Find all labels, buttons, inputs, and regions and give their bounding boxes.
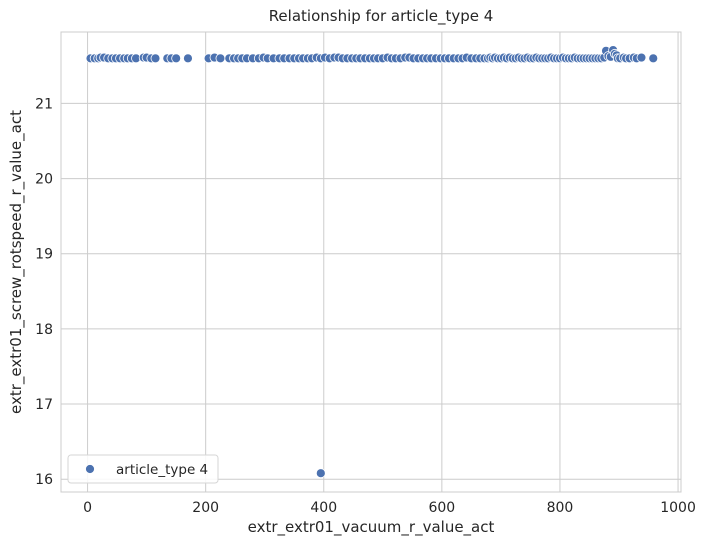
data-point <box>315 468 326 479</box>
x-tick-label: 400 <box>310 500 337 516</box>
x-tick-label: 1000 <box>660 500 696 516</box>
y-axis-label: extr_extr01_screw_rotspeed_r_value_act <box>7 110 26 414</box>
data-point <box>636 52 647 63</box>
x-tick-label: 800 <box>547 500 574 516</box>
data-point <box>183 53 193 64</box>
plot-area <box>60 31 682 493</box>
chart-title: Relationship for article_type 4 <box>269 7 494 26</box>
legend-label: article_type 4 <box>116 462 208 478</box>
y-tick-label: 21 <box>35 96 53 112</box>
x-tick-labels: 0 200 400 600 800 1000 <box>83 500 696 516</box>
x-tick-label: 200 <box>192 500 219 516</box>
x-tick-label: 600 <box>428 500 455 516</box>
y-tick-label: 16 <box>35 472 53 488</box>
x-tick-label: 0 <box>83 500 92 516</box>
y-tick-label: 18 <box>35 322 53 338</box>
data-point <box>648 53 659 64</box>
y-tick-labels: 16 17 18 19 20 21 <box>35 96 53 488</box>
data-point <box>215 53 226 64</box>
data-point <box>171 53 182 64</box>
data-points <box>85 45 659 479</box>
data-point <box>150 53 161 64</box>
legend-box <box>67 454 219 484</box>
y-tick-label: 20 <box>35 172 53 188</box>
y-tick-label: 19 <box>35 247 53 263</box>
x-axis-label: extr_extr01_vacuum_r_value_act <box>248 518 495 537</box>
legend-marker <box>85 464 95 474</box>
legend: article_type 4 <box>67 454 219 484</box>
y-tick-label: 17 <box>35 397 53 413</box>
